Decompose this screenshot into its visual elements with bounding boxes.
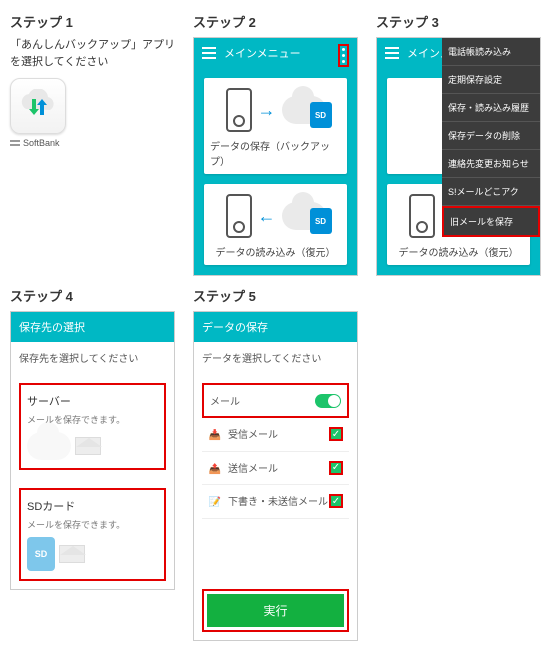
phone-save-dest: 保存先の選択 保存先を選択してください サーバー メールを保存できます。 SDカ… <box>10 311 175 590</box>
arrow-right-icon: → <box>258 100 276 121</box>
step-instruction: 「あんしんバックアップ」アプリを選択してください <box>10 37 175 70</box>
phone-data-save: データの保存 データを選択してください メール 📥 受信メール ✓ 📤 送信メール … <box>193 311 358 641</box>
step-title: ステップ 1 <box>10 12 175 31</box>
row-label: 下書き・未送信メール <box>228 497 328 508</box>
checkbox-checked[interactable]: ✓ <box>329 494 343 508</box>
card-label: データの保存（バックアップ） <box>210 138 341 168</box>
phone-icon <box>409 194 435 238</box>
screen-instruction: データを選択してください <box>194 342 357 373</box>
inbox-icon: 📥 <box>208 429 222 443</box>
outbox-icon: 📤 <box>208 462 222 476</box>
envelope-icon <box>59 545 85 563</box>
card-restore[interactable]: ← SD データの読み込み（復元） <box>204 184 347 265</box>
sd-badge-icon: SD <box>310 208 332 234</box>
cloud-arrows-icon <box>18 89 58 123</box>
menu-item[interactable]: 電話帳読み込み <box>442 38 540 66</box>
execute-button[interactable]: 実行 <box>207 594 344 627</box>
step-title: ステップ 3 <box>376 12 541 31</box>
phone-icon <box>226 88 252 132</box>
execute-wrap: 実行 <box>202 589 349 632</box>
header-title: メインメニュー <box>224 45 301 61</box>
list-header-label: メール <box>210 393 240 408</box>
menu-item[interactable]: 定期保存設定 <box>442 66 540 94</box>
option-sdcard[interactable]: SDカード メールを保存できます。 SD <box>19 488 166 581</box>
screen-title: 保存先の選択 <box>11 312 174 342</box>
arrow-left-icon: ← <box>258 206 276 227</box>
option-server[interactable]: サーバー メールを保存できます。 <box>19 383 166 470</box>
checkbox-checked[interactable]: ✓ <box>329 427 343 441</box>
row-label: 送信メール <box>228 464 278 475</box>
softbank-bars-icon <box>10 140 20 146</box>
draft-icon: 📝 <box>208 496 222 510</box>
screen-title: データの保存 <box>194 312 357 342</box>
option-subtitle: メールを保存できます。 <box>27 518 158 531</box>
step-4: ステップ 4 保存先の選択 保存先を選択してください サーバー メールを保存でき… <box>10 286 175 641</box>
overflow-menu: 電話帳読み込み 定期保存設定 保存・読み込み履歴 保存データの削除 連絡先変更お… <box>442 38 540 237</box>
card-label: データの読み込み（復元） <box>399 244 519 259</box>
menu-item[interactable]: 保存データの削除 <box>442 122 540 150</box>
list-row[interactable]: 📤 送信メール ✓ <box>202 452 349 486</box>
hamburger-icon[interactable] <box>385 47 399 59</box>
option-title: サーバー <box>27 393 158 409</box>
list-header-row[interactable]: メール <box>202 383 349 418</box>
phone-mainmenu: メインメニュー → SD データの保存（バックアップ） ← SD <box>193 37 358 276</box>
menu-item[interactable]: 保存・読み込み履歴 <box>442 94 540 122</box>
cloud-icon <box>27 432 71 460</box>
option-title: SDカード <box>27 498 158 514</box>
hamburger-icon[interactable] <box>202 47 216 59</box>
card-label: データの読み込み（復元） <box>216 244 336 259</box>
step-title: ステップ 4 <box>10 286 175 305</box>
step-1: ステップ 1 「あんしんバックアップ」アプリを選択してください SoftBank <box>10 12 175 276</box>
row-label: 受信メール <box>228 430 278 441</box>
toggle-switch[interactable] <box>315 394 341 408</box>
app-icon[interactable] <box>10 78 66 134</box>
checkbox-checked[interactable]: ✓ <box>329 461 343 475</box>
brand-label: SoftBank <box>10 138 175 148</box>
card-backup[interactable]: → SD データの保存（バックアップ） <box>204 78 347 174</box>
phone-icon <box>226 194 252 238</box>
menu-item[interactable]: 連絡先変更お知らせ <box>442 150 540 178</box>
sd-badge-icon: SD <box>310 102 332 128</box>
list-row[interactable]: 📥 受信メール ✓ <box>202 418 349 452</box>
step-title: ステップ 5 <box>193 286 358 305</box>
screen-instruction: 保存先を選択してください <box>11 342 174 373</box>
sd-card-icon: SD <box>27 537 55 571</box>
step-2: ステップ 2 メインメニュー → SD データの保存（バックアップ） <box>193 12 358 276</box>
step-3: ステップ 3 メインメ 電話帳読み込み 定期保存設定 保存・読み込み履歴 保存デ… <box>376 12 541 276</box>
menu-item[interactable]: S!メールどこアク <box>442 178 540 206</box>
step-title: ステップ 2 <box>193 12 358 31</box>
menu-item-highlighted[interactable]: 旧メールを保存 <box>442 206 540 237</box>
overflow-menu-icon[interactable] <box>338 44 349 67</box>
step-5: ステップ 5 データの保存 データを選択してください メール 📥 受信メール ✓ … <box>193 286 358 641</box>
envelope-icon <box>75 437 101 455</box>
phone-overflow: メインメ 電話帳読み込み 定期保存設定 保存・読み込み履歴 保存データの削除 連… <box>376 37 541 276</box>
brand-text: SoftBank <box>23 138 60 148</box>
list-row[interactable]: 📝 下書き・未送信メール ✓ <box>202 485 349 519</box>
app-header: メインメニュー <box>194 38 357 68</box>
